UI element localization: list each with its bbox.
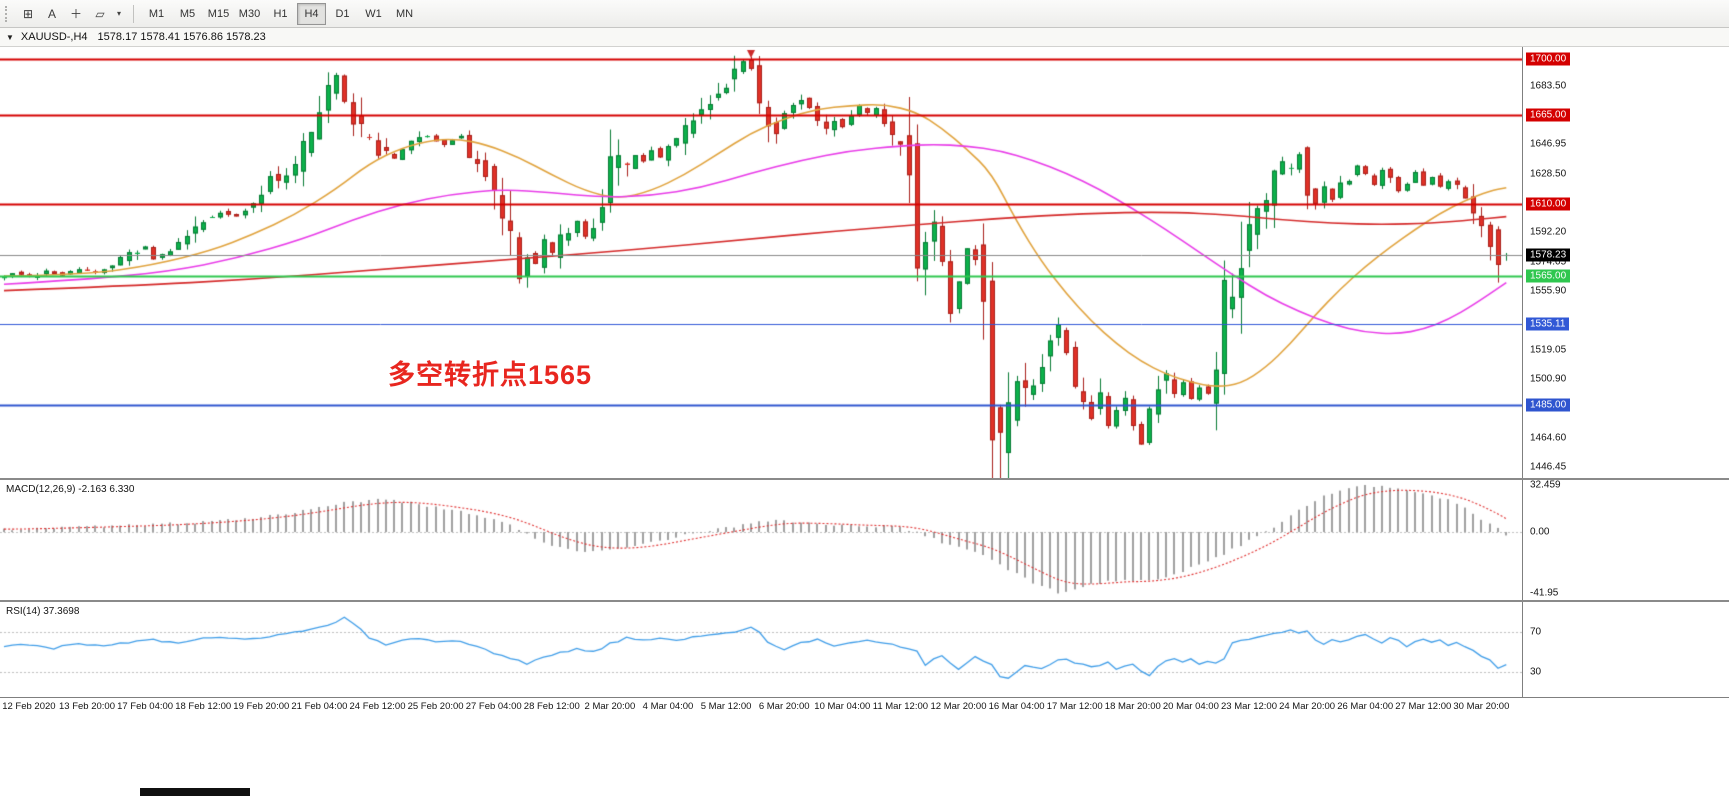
toolbar-separator (133, 4, 134, 23)
rsi-scale-label: 30 (1530, 666, 1542, 678)
rsi-scale-label: 70 (1530, 626, 1542, 638)
timeframe-MN[interactable]: MN (395, 7, 414, 20)
time-scale-label: 30 Mar 20:00 (1453, 701, 1510, 712)
symbol-period-label: XAUUSD-,H4 (20, 31, 88, 43)
current-price-tag: 1578.23 (1526, 248, 1571, 262)
time-scale-label: 5 Mar 12:00 (700, 701, 752, 712)
time-scale-label: 2 Mar 20:00 (584, 701, 636, 712)
time-scale-label: 23 Mar 12:00 (1221, 701, 1277, 712)
macd-panel: 32.459 0.00 -41.95 MACD(12,26,9) -2.163 6.… (0, 480, 1729, 600)
price-scale-label: 1592.20 (1530, 226, 1567, 238)
price-scale-label: 1464.60 (1530, 432, 1567, 444)
time-axis[interactable]: 12 Feb 2020 13 Feb 20:00 17 Feb 04:00 18 Fe… (0, 697, 1729, 714)
time-scale-label: 18 Mar 20:00 (1104, 701, 1161, 712)
main-chart-canvas[interactable] (0, 47, 1522, 478)
hline-price-tag: 1700.00 (1526, 52, 1571, 66)
rsi-axis[interactable]: 70 30 (1522, 602, 1729, 697)
time-scale-label: 11 Mar 12:00 (872, 701, 929, 712)
symbol-dropdown-caret[interactable]: ▼ (6, 32, 14, 42)
time-scale-label: 27 Mar 12:00 (1395, 701, 1452, 712)
ohlc-readout: 1578.17 1578.41 1576.86 1578.23 (97, 31, 266, 43)
charts-toggle-icon[interactable]: ⊞ (22, 6, 34, 21)
time-scale-label: 28 Feb 12:00 (523, 701, 580, 712)
rsi-panel: 70 30 RSI(14) 37.3698 (0, 602, 1729, 697)
timeframe-H1[interactable]: H1 (273, 7, 288, 20)
shapes-tool-icon[interactable]: ▱ (95, 6, 105, 21)
macd-axis[interactable]: 32.459 0.00 -41.95 (1522, 480, 1729, 600)
timeframe-M5[interactable]: M5 (179, 7, 196, 20)
timeframe-D1[interactable]: D1 (335, 7, 350, 20)
time-scale-label: 13 Feb 20:00 (59, 701, 115, 712)
time-scale-label: 19 Feb 20:00 (233, 701, 290, 712)
rsi-canvas[interactable] (0, 602, 1522, 697)
hline-price-tag: 1565.00 (1526, 269, 1571, 283)
price-scale-label: 1646.95 (1530, 138, 1567, 150)
price-scale-label: 1500.90 (1530, 373, 1567, 385)
time-scale-label: 12 Feb 2020 (2, 701, 56, 712)
toolbar-grip (5, 5, 11, 22)
time-scale-label: 17 Mar 12:00 (1046, 701, 1103, 712)
price-scale-label: 1628.50 (1530, 168, 1567, 180)
main-price-panel: 1683.50 1646.95 1628.50 1592.20 1574.05 1555.… (0, 47, 1729, 478)
time-scale-label: 6 Mar 20:00 (758, 701, 810, 712)
time-scale-label: 25 Feb 20:00 (407, 701, 464, 712)
time-scale-label: 24 Feb 12:00 (349, 701, 406, 712)
time-scale-label: 24 Mar 20:00 (1279, 701, 1336, 712)
timeframe-M15[interactable]: M15 (207, 7, 230, 20)
taskbar-fragment (140, 788, 250, 796)
price-axis[interactable]: 1683.50 1646.95 1628.50 1592.20 1574.05 1555.… (1522, 47, 1729, 478)
price-scale-label: 1574.05 (1530, 256, 1567, 268)
price-scale-label: 1683.50 (1530, 80, 1567, 92)
timeframe-M30[interactable]: M30 (238, 7, 261, 20)
shapes-dropdown-caret[interactable]: ▾ (116, 9, 121, 18)
panel-divider[interactable] (0, 600, 1729, 602)
time-scale-label: 4 Mar 04:00 (642, 701, 694, 712)
bottom-whitespace (0, 714, 1729, 796)
price-scale-label: 1446.45 (1530, 461, 1567, 473)
time-scale-label: 17 Feb 04:00 (117, 701, 174, 712)
text-label-tool-icon[interactable]: A (47, 6, 56, 21)
price-scale-label: 1555.90 (1530, 285, 1567, 297)
panel-divider[interactable] (0, 478, 1729, 480)
time-scale-label: 16 Mar 04:00 (988, 701, 1045, 712)
time-scale-label: 27 Feb 04:00 (465, 701, 522, 712)
time-scale-label: 10 Mar 04:00 (814, 701, 871, 712)
price-scale-label: 1519.05 (1530, 344, 1567, 356)
time-scale-label: 18 Feb 12:00 (175, 701, 232, 712)
hline-price-tag: 1485.00 (1526, 398, 1571, 412)
hline-price-tag: 1665.00 (1526, 108, 1571, 122)
time-scale-label: 12 Mar 20:00 (930, 701, 987, 712)
macd-canvas[interactable] (0, 480, 1522, 600)
crosshair-tool-icon[interactable]: ＋ (69, 7, 82, 21)
chart-text-annotation[interactable]: 多空转折点1565 (388, 360, 593, 390)
macd-scale-label: 32.459 (1530, 479, 1561, 491)
timeframe-H4[interactable]: H4 (297, 2, 326, 25)
timeframe-M1[interactable]: M1 (148, 7, 165, 20)
hline-price-tag: 1535.11 (1526, 317, 1570, 331)
time-scale-label: 21 Feb 04:00 (291, 701, 348, 712)
toolbar: ⊞ A ＋ ▱ ▾ M1 M5 M15 M30 H1 H4 D1 W1 MN (0, 0, 1729, 28)
timeframe-W1[interactable]: W1 (365, 7, 382, 20)
time-scale-label: 26 Mar 04:00 (1337, 701, 1394, 712)
rsi-label: RSI(14) 37.3698 (6, 606, 80, 617)
macd-scale-label: -41.95 (1530, 587, 1559, 599)
time-scale-label: 20 Mar 04:00 (1162, 701, 1219, 712)
chart-title-strip: ▼ XAUUSD-,H4 1578.17 1578.41 1576.86 157… (0, 28, 1729, 47)
macd-label: MACD(12,26,9) -2.163 6.330 (6, 484, 135, 495)
hline-price-tag: 1610.00 (1526, 197, 1571, 211)
macd-scale-label: 0.00 (1530, 526, 1550, 538)
